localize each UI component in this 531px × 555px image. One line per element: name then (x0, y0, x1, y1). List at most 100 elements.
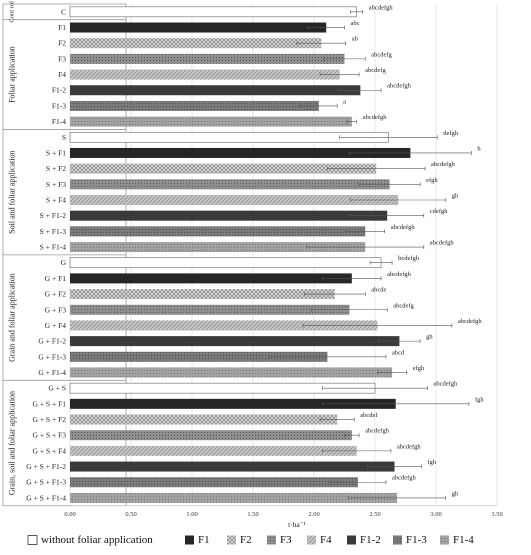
significance-letters: h (477, 145, 481, 152)
category-label: F2 (58, 39, 66, 48)
x-axis: 0.00 0.50 1.00 1.50 2.00 2.50 3.00 3.50 t·ha⁻¹ (64, 505, 503, 529)
significance-letters: abcd (392, 349, 405, 356)
legend: without foliar application F1 F2 F3 F4 F1-2 F1… (27, 534, 474, 546)
category-label: F1-3 (52, 101, 66, 110)
bar (70, 163, 377, 174)
bar (70, 320, 378, 331)
legend-swatch (393, 535, 402, 545)
category-label: G + F1-3 (38, 352, 66, 361)
significance-letters: abcdefgh (392, 475, 417, 482)
x-tick-label: 1.50 (247, 511, 258, 518)
significance-letters: abcdefgh (363, 114, 388, 121)
legend-label: F1-3 (406, 534, 427, 546)
bar (70, 445, 357, 456)
significance-letters: fgh (475, 396, 484, 403)
category-label: G (61, 258, 67, 267)
category-label: G + F2 (45, 290, 67, 299)
bar (70, 398, 396, 409)
significance-letters: efgh (413, 365, 425, 372)
category-label: G + S + F2 (33, 415, 67, 424)
x-tick-label: 3.50 (491, 511, 502, 518)
significance-letters: abcdefgh (365, 428, 390, 435)
bar (70, 492, 397, 503)
x-tick-label: 1.00 (186, 511, 197, 518)
category-label: G + S + F1-4 (26, 493, 66, 502)
category-label: S + F4 (46, 196, 66, 205)
bar (70, 242, 366, 253)
group-label: Grain, soil and foliar application (8, 391, 17, 495)
significance-letters: gh (452, 490, 459, 497)
bar (70, 179, 390, 190)
category-label: S + F2 (46, 164, 66, 173)
category-label: S + F3 (46, 180, 66, 189)
x-tick-label: 2.00 (308, 511, 319, 518)
category-label: G + S + F1-3 (26, 478, 66, 487)
category-label: G + F1-2 (38, 337, 66, 346)
significance-letters: abcde (371, 287, 386, 294)
legend-swatch (440, 535, 449, 545)
significance-letters: efgh (426, 177, 438, 184)
bar (70, 367, 393, 378)
legend-label: F1-4 (453, 534, 474, 546)
category-label: S + F1 (46, 148, 66, 157)
x-tick-label: 0.00 (64, 511, 75, 518)
significance-letters: abcdefg (365, 67, 386, 74)
group-label: Soil and foliar application (8, 151, 17, 234)
bar (70, 336, 400, 347)
category-label: S + F1-3 (40, 227, 67, 236)
legend-swatch (227, 535, 236, 545)
bar (70, 304, 350, 315)
category-label: G + S (48, 384, 66, 393)
significance-letters: abcdefgh (430, 240, 455, 247)
legend-label: F4 (320, 534, 332, 546)
category-label: F1 (58, 23, 66, 32)
category-label: G + S + F1-2 (26, 462, 66, 471)
bar (70, 195, 399, 205)
category-label: F4 (58, 70, 66, 79)
category-label: S + F1-4 (40, 243, 67, 252)
category-label: S + F1-2 (40, 211, 67, 220)
bar (69, 257, 382, 269)
group-label: Foliar application (8, 46, 17, 103)
legend-label: F2 (240, 534, 252, 546)
legend-swatch (27, 535, 38, 545)
category-label: F1-2 (52, 86, 66, 95)
significance-letters: abcdefg (371, 51, 392, 58)
category-label: F1-4 (52, 117, 66, 126)
significance-letters: a (343, 98, 346, 105)
group-label: Grain and foliar application (8, 273, 17, 362)
bar (70, 22, 327, 33)
significance-letters: abcdefg (393, 302, 414, 309)
bar (70, 38, 322, 49)
bar (70, 116, 352, 127)
significance-letters: abcdefgh (387, 83, 412, 90)
legend-label: without foliar application (41, 534, 153, 546)
significance-letters: defgh (443, 130, 459, 137)
legend-swatch (267, 535, 276, 545)
legend-swatch (185, 535, 194, 545)
x-axis-label: t·ha⁻¹ (288, 520, 306, 529)
category-label: S (62, 133, 66, 142)
legend-label: F3 (280, 534, 292, 546)
category-label: G + F3 (45, 305, 67, 314)
category-label: C (61, 7, 66, 16)
significance-letters: abcdefgh (369, 4, 394, 11)
bar (70, 69, 340, 80)
significance-letters: ab (352, 36, 358, 43)
bar (70, 477, 358, 488)
legend-swatch (307, 535, 316, 545)
bar (70, 85, 361, 96)
significance-letters: abcdefgh (397, 443, 422, 450)
bar (70, 53, 345, 64)
bar (70, 289, 335, 300)
group-label: Cont rol (9, 1, 16, 23)
significance-letters: fgh (427, 459, 436, 466)
significance-letters: abcdefgh (431, 161, 456, 168)
bar (70, 100, 319, 111)
significance-letters: abcdefgh (387, 271, 412, 278)
legend-swatch (347, 535, 356, 545)
significance-letters: abcdefgh (458, 318, 483, 325)
